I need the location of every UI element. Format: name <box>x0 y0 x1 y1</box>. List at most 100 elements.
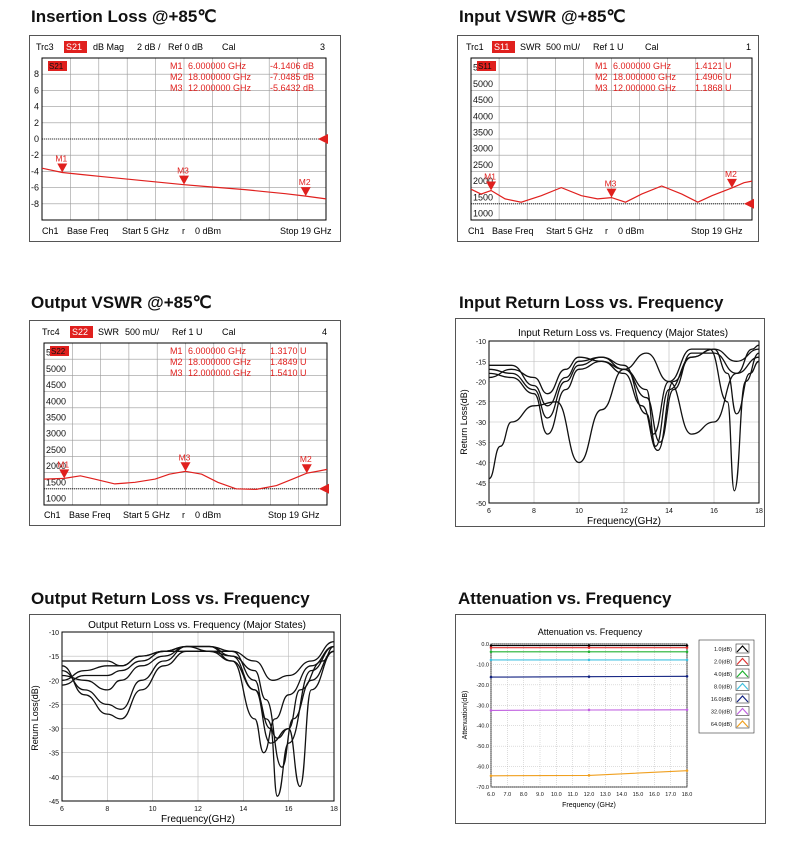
marker-triangle <box>486 181 497 191</box>
x-tick-label: 8 <box>105 806 109 813</box>
legend-swatch <box>735 706 750 716</box>
plot-area: 5500500045004000350030002500200015001000… <box>470 57 754 221</box>
legend: 1.0(dB) 2.0(dB) 4.0(dB) 8.0(dB) 16.0(dB) 32.0… <box>698 639 755 734</box>
channel-label: Ch1 <box>468 226 485 236</box>
data-point <box>489 774 493 778</box>
x-tick-label: 18 <box>330 806 338 813</box>
y-tick-label: -30 <box>49 727 59 734</box>
legend-label: 2.0(dB) <box>714 660 732 666</box>
data-point <box>685 650 689 654</box>
marker-label: M1 <box>55 154 67 164</box>
marker-triangle <box>179 175 189 185</box>
y-tick-label: -6 <box>31 183 39 193</box>
y-tick-label: 1500 <box>46 477 66 487</box>
data-point <box>489 658 493 662</box>
y-tick-label: -30 <box>476 420 486 427</box>
active-trace-label: S22 <box>51 347 66 356</box>
readout-value: 1.3170 U <box>270 346 307 356</box>
y-tick-label: 4500 <box>46 380 66 390</box>
marker-triangle <box>57 163 68 173</box>
y-tick-label: -15 <box>476 359 486 366</box>
y-tick-label: 2500 <box>473 160 493 170</box>
base-freq-label: Base Freq <box>69 510 111 520</box>
legend-line <box>736 657 749 665</box>
x-tick-label: 6.0 <box>487 792 495 798</box>
readout-value: 1.4121 U <box>695 61 732 71</box>
x-tick-label: 10 <box>149 806 157 813</box>
x-tick-label: 16 <box>710 508 718 515</box>
attenuation-chart: Attenuation vs. Frequency 6.0 7.0 8.0 9.0 10… <box>455 614 766 824</box>
plot-frame <box>61 631 335 802</box>
readout-name: M1 <box>595 61 608 71</box>
trace-label: Trc1 <box>466 42 484 52</box>
x-tick-label: 12.0 <box>584 792 595 798</box>
y-tick-label: 2000 <box>473 176 493 186</box>
ref-label: Ref 0 dB <box>168 42 203 52</box>
x-tick-label: 15.0 <box>633 792 644 798</box>
x-tick-label: 16.0 <box>649 792 660 798</box>
readout-freq: 12.000000 GHz <box>188 83 252 93</box>
trace-label: Trc4 <box>42 327 60 337</box>
y-tick-label: -50 <box>476 501 486 508</box>
input-return-loss-chart: Input Return Loss vs. Frequency (Major S… <box>455 318 765 527</box>
legend-line <box>736 682 749 690</box>
x-tick-label: 6 <box>60 806 64 813</box>
readout-value: 1.4906 U <box>695 72 732 82</box>
x-tick-label: 18 <box>755 508 763 515</box>
y-tick-label: 6 <box>34 85 39 95</box>
legend-line <box>736 645 749 653</box>
y-tick-label: -15 <box>49 654 59 661</box>
y-tick-label: -10 <box>49 630 59 637</box>
y-tick-label: 4000 <box>46 396 66 406</box>
ref-label: Ref 1 U <box>593 42 624 52</box>
series-line <box>489 348 760 492</box>
y-tick-label: 5000 <box>46 364 66 374</box>
readout-value: 1.5410 U <box>270 368 307 378</box>
title-input-return-loss: Input Return Loss vs. Frequency <box>459 293 724 312</box>
y-tick-label: -45 <box>49 799 59 806</box>
param-label: S11 <box>494 42 509 52</box>
legend-line <box>736 670 749 678</box>
y-tick-label: 5000 <box>473 79 493 89</box>
y-tick-label: 2000 <box>46 461 66 471</box>
insertion-loss-chart: Trc3 S21 dB Mag 2 dB / Ref 0 dB Cal 3 8 6… <box>29 35 341 242</box>
y-tick-label: -40 <box>49 775 59 782</box>
header-row: Trc1 S11 SWR 500 mU/ Ref 1 U Cal 1 <box>466 41 751 53</box>
format-label: dB Mag <box>93 42 124 52</box>
cal-label: Cal <box>222 42 236 52</box>
reference-arrow <box>744 198 754 209</box>
base-freq-label: Base Freq <box>492 226 534 236</box>
r-label: r <box>182 510 185 520</box>
power-label: 0 dBm <box>618 226 644 236</box>
plot-frame <box>470 57 753 221</box>
y-tick-label: -8 <box>31 199 39 209</box>
y-axis-label: Attenuation(dB) <box>462 691 469 740</box>
inner-title: Output Return Loss vs. Frequency (Major … <box>88 620 306 631</box>
data-point <box>587 675 591 678</box>
footer-row: Ch1 Base Freq Start 5 GHz r 0 dBm Stop 1… <box>44 510 320 520</box>
marker-triangle <box>726 178 737 188</box>
start-label: Start 5 GHz <box>123 510 171 520</box>
plot-area: 6.0 7.0 8.0 9.0 10.0 11.0 12.0 13.0 14.0 15.0 16.0… <box>476 642 692 798</box>
readout-value: 1.1868 U <box>695 83 732 93</box>
header-row: Trc3 S21 dB Mag 2 dB / Ref 0 dB Cal 3 <box>36 41 325 53</box>
marker-label: M3 <box>177 166 189 176</box>
data-point <box>685 708 689 712</box>
data-point <box>685 644 689 647</box>
x-axis-label: Frequency (GHz) <box>562 802 616 809</box>
ref-label: Ref 1 U <box>172 327 203 337</box>
y-tick-label: -4 <box>31 166 39 176</box>
x-tick-label: 17.0 <box>665 792 676 798</box>
x-tick-label: 11.0 <box>568 792 578 798</box>
power-label: 0 dBm <box>195 510 221 520</box>
footer-row: Ch1 Base Freq Start 5 GHz r 0 dBm Stop 1… <box>42 226 332 236</box>
y-tick-label: -25 <box>476 400 486 407</box>
series-line <box>61 645 335 739</box>
scale-label: 500 mU/ <box>125 327 160 337</box>
y-tick-label: -40.0 <box>476 724 489 730</box>
y-tick-label: 3000 <box>46 429 66 439</box>
marker-triangle <box>180 462 191 472</box>
marker-label: M3 <box>605 179 617 189</box>
data-point <box>587 658 591 662</box>
data-point <box>685 769 689 772</box>
